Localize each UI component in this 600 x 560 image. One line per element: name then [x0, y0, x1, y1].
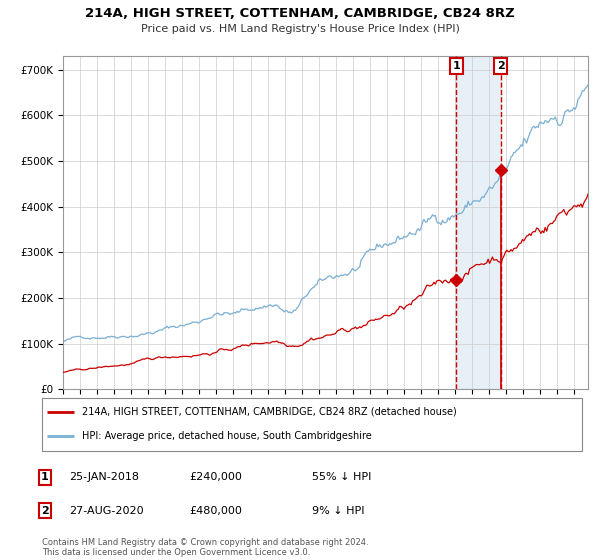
Text: £240,000: £240,000	[189, 472, 242, 482]
Text: 9% ↓ HPI: 9% ↓ HPI	[312, 506, 365, 516]
FancyBboxPatch shape	[42, 398, 582, 451]
Text: Price paid vs. HM Land Registry's House Price Index (HPI): Price paid vs. HM Land Registry's House …	[140, 24, 460, 34]
Bar	[456, 56, 500, 389]
Text: 25-JAN-2018: 25-JAN-2018	[69, 472, 139, 482]
Text: £480,000: £480,000	[189, 506, 242, 516]
Text: 1: 1	[41, 472, 49, 482]
Text: 214A, HIGH STREET, COTTENHAM, CAMBRIDGE, CB24 8RZ: 214A, HIGH STREET, COTTENHAM, CAMBRIDGE,…	[85, 7, 515, 20]
Text: 1: 1	[452, 61, 460, 71]
Text: Contains HM Land Registry data © Crown copyright and database right 2024.
This d: Contains HM Land Registry data © Crown c…	[42, 538, 368, 557]
Text: 2: 2	[497, 61, 505, 71]
Text: 214A, HIGH STREET, COTTENHAM, CAMBRIDGE, CB24 8RZ (detached house): 214A, HIGH STREET, COTTENHAM, CAMBRIDGE,…	[83, 407, 457, 417]
Text: 2: 2	[41, 506, 49, 516]
Text: 27-AUG-2020: 27-AUG-2020	[69, 506, 143, 516]
Text: HPI: Average price, detached house, South Cambridgeshire: HPI: Average price, detached house, Sout…	[83, 431, 372, 441]
Text: 55% ↓ HPI: 55% ↓ HPI	[312, 472, 371, 482]
